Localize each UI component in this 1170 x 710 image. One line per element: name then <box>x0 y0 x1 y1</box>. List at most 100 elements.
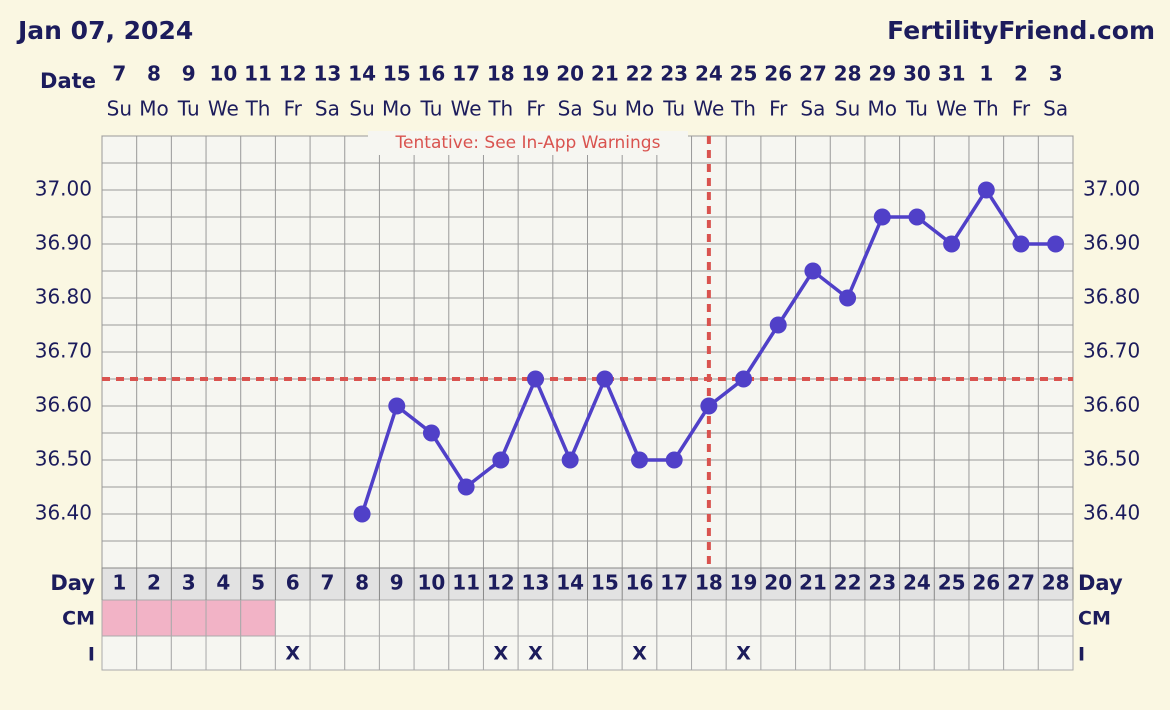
date-label: 22 <box>626 62 654 86</box>
weekday-label: Fr <box>526 97 545 121</box>
y2-tick-label: 36.40 <box>1083 501 1140 525</box>
weekday-label: Fr <box>769 97 788 121</box>
day-number: 3 <box>182 571 196 595</box>
row-label-right: CM <box>1078 608 1111 630</box>
cm-cell <box>656 599 693 637</box>
cm-cell <box>136 599 172 637</box>
date-label: 30 <box>903 62 931 86</box>
day-number: 5 <box>251 571 265 595</box>
date-label: 7 <box>112 62 126 86</box>
weekday-label: Su <box>592 97 617 121</box>
temperature-point <box>665 451 683 469</box>
i-cell <box>621 635 658 671</box>
weekday-label: Th <box>973 97 999 121</box>
temperature-point <box>908 208 926 226</box>
day-number: 12 <box>487 571 515 595</box>
i-cell <box>205 635 242 671</box>
i-cell <box>1037 635 1074 671</box>
day-number: 23 <box>868 571 896 595</box>
date-label: 11 <box>244 62 272 86</box>
cm-cell <box>864 599 901 637</box>
chart-title: Jan 07, 2024 <box>16 16 193 45</box>
i-cell <box>587 635 623 671</box>
temperature-point <box>526 370 544 388</box>
date-label: 12 <box>279 62 307 86</box>
y2-tick-label: 36.60 <box>1083 393 1140 417</box>
intercourse-mark: X <box>493 643 508 665</box>
i-cell <box>864 635 901 671</box>
date-label: 1 <box>979 62 993 86</box>
intercourse-mark: X <box>632 643 647 665</box>
cm-cell <box>240 599 276 637</box>
temperature-point <box>388 397 406 415</box>
date-label: 25 <box>730 62 758 86</box>
i-cell <box>552 635 588 671</box>
y2-tick-label: 36.70 <box>1083 339 1140 363</box>
weekday-label: Sa <box>558 97 583 121</box>
weekday-label: Th <box>487 97 513 121</box>
intercourse-mark: X <box>736 643 751 665</box>
i-cell <box>517 635 554 671</box>
weekday-label: We <box>936 97 967 121</box>
row-label-right: I <box>1078 644 1085 666</box>
cm-cell <box>587 599 623 637</box>
row-label-right: Day <box>1078 571 1123 595</box>
date-label: 9 <box>182 62 196 86</box>
y-tick-label: 36.80 <box>35 285 92 309</box>
cm-cell <box>170 599 207 637</box>
row-label: Day <box>50 571 95 595</box>
temperature-point <box>804 262 822 280</box>
row-label: CM <box>62 608 95 630</box>
weekday-label: Mo <box>139 97 169 121</box>
cm-cell <box>309 599 346 637</box>
weekday-label: Mo <box>868 97 898 121</box>
weekday-label: Fr <box>284 97 303 121</box>
date-label: 2 <box>1014 62 1028 86</box>
day-number: 21 <box>799 571 827 595</box>
date-label: 23 <box>660 62 688 86</box>
temperature-point <box>769 316 787 334</box>
row-label: I <box>88 644 95 666</box>
weekday-label: Tu <box>177 97 200 121</box>
i-cell <box>309 635 346 671</box>
cm-cell <box>448 599 484 637</box>
day-number: 14 <box>556 571 584 595</box>
date-label: 3 <box>1049 62 1063 86</box>
temperature-point <box>1047 235 1065 253</box>
weekday-label: Su <box>349 97 374 121</box>
cm-cell <box>552 599 588 637</box>
i-cell <box>829 635 866 671</box>
i-cell <box>240 635 276 671</box>
date-label: 13 <box>313 62 341 86</box>
intercourse-mark: X <box>285 643 300 665</box>
i-cell <box>482 635 519 671</box>
i-cell <box>691 635 727 671</box>
cm-cell <box>829 599 866 637</box>
temperature-point <box>631 451 649 469</box>
i-cell <box>101 635 138 671</box>
weekday-label: We <box>208 97 239 121</box>
date-label: 16 <box>418 62 446 86</box>
date-label: 18 <box>487 62 515 86</box>
day-number: 2 <box>147 571 161 595</box>
date-label: 28 <box>834 62 862 86</box>
cm-cell <box>205 599 242 637</box>
i-cell <box>413 635 450 671</box>
annotation-bg <box>368 131 688 155</box>
date-label: 24 <box>695 62 723 86</box>
i-cell <box>170 635 207 671</box>
cm-cell <box>274 599 311 637</box>
intercourse-mark: X <box>528 643 543 665</box>
temperature-point <box>839 289 857 307</box>
y-tick-label: 36.50 <box>35 447 92 471</box>
y-tick-label: 37.00 <box>35 177 92 201</box>
cm-cell <box>760 599 797 637</box>
cm-cell <box>482 599 519 637</box>
cm-cell <box>933 599 970 637</box>
date-label: 14 <box>348 62 376 86</box>
temperature-point <box>873 208 891 226</box>
temperature-point <box>422 424 440 442</box>
weekday-label: Sa <box>315 97 340 121</box>
date-label: 8 <box>147 62 161 86</box>
day-number: 26 <box>972 571 1000 595</box>
